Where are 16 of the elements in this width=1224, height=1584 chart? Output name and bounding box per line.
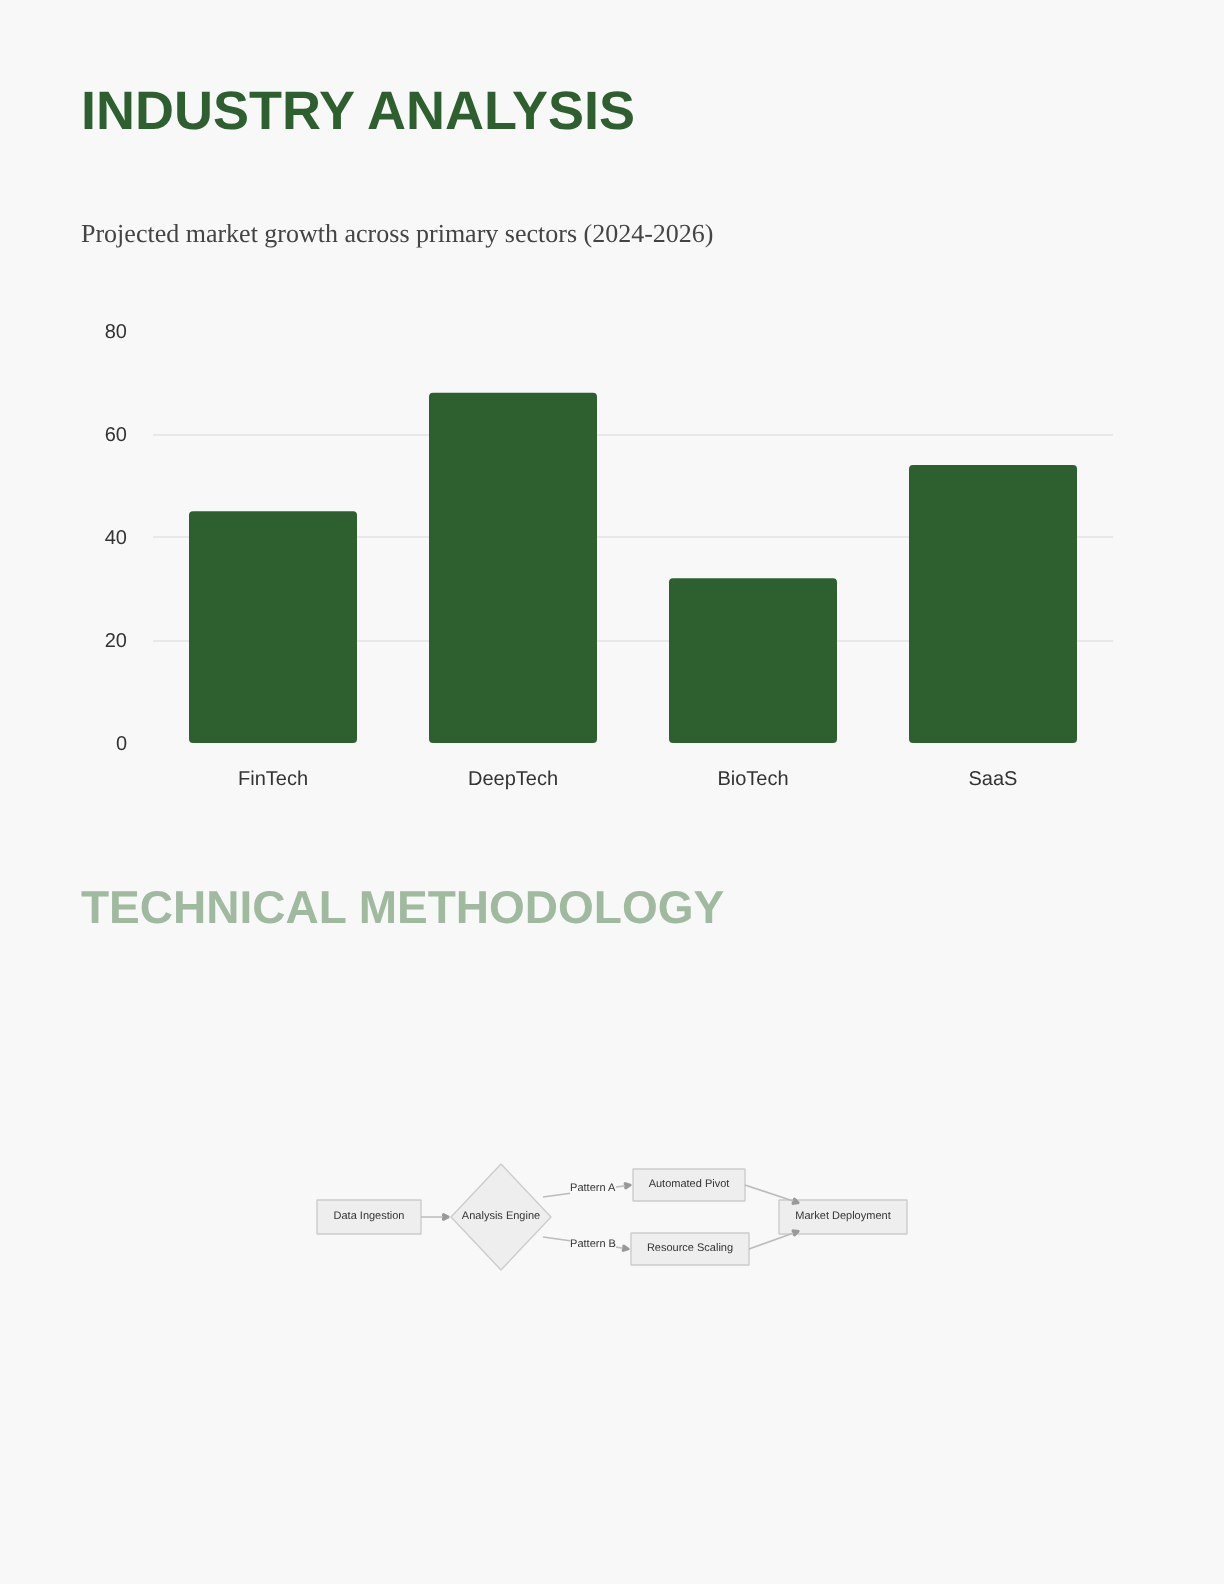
y-tick-label: 80 xyxy=(104,322,128,344)
bar xyxy=(189,511,357,743)
x-tick-label: DeepTech xyxy=(467,769,559,791)
y-tick-label: 60 xyxy=(104,425,128,447)
x-tick-label: BioTech xyxy=(717,769,789,791)
x-tick-label: FinTech xyxy=(237,769,309,791)
y-tick-label: 0 xyxy=(115,734,128,756)
bar xyxy=(669,578,837,743)
bar xyxy=(909,464,1077,743)
x-tick-label: SaaS xyxy=(968,769,1019,791)
bar xyxy=(429,392,597,743)
chart-subtitle: Projected market growth across primary sectors (2024-2026) xyxy=(81,218,714,248)
chart-title: INDUSTRY ANALYSIS xyxy=(81,81,636,141)
y-tick-label: 20 xyxy=(104,631,128,653)
text: TECHNICAL METHODOLOGY xyxy=(81,881,725,933)
y-tick-label: 40 xyxy=(104,528,128,550)
